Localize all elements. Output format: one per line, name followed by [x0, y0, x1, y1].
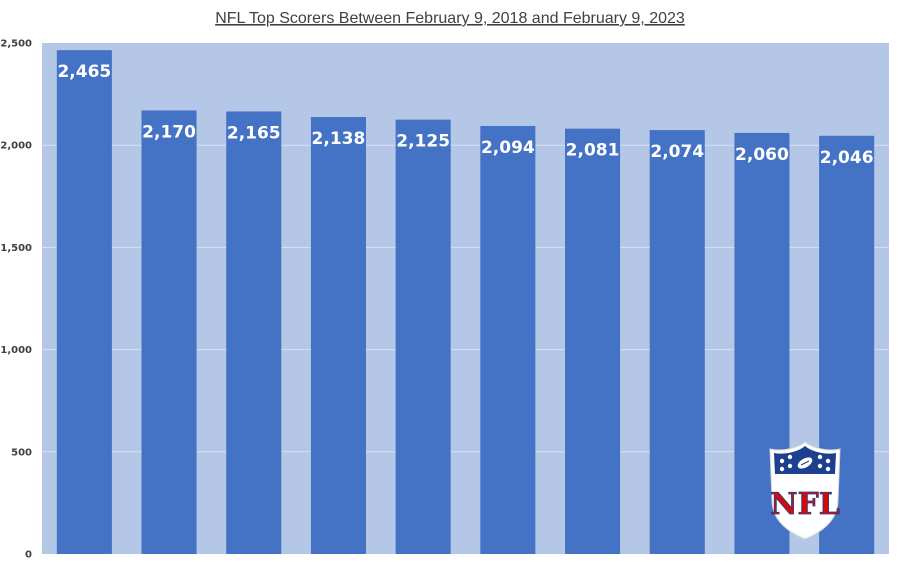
y-tick-label: 2,000: [0, 141, 32, 152]
y-tick-label: 0: [25, 550, 32, 561]
bar: [649, 130, 705, 554]
bar-data-label: 2,081: [566, 141, 620, 161]
bar: [565, 128, 621, 554]
bar-data-label: 2,060: [735, 145, 789, 165]
bar-data-label: 2,046: [820, 148, 874, 168]
y-tick-label: 1,000: [0, 345, 32, 356]
y-axis: 0 500 1,000 1,500 2,000 2,500: [0, 39, 32, 561]
data-labels: 2,465 2,170 2,165 2,138 2,125 2,094 2,081 2,074…: [57, 62, 873, 168]
bar: [395, 119, 451, 555]
bar-data-label: 2,074: [650, 142, 704, 162]
bars: [56, 50, 875, 555]
chart-title: NFL Top Scorers Between February 9, 2018…: [215, 10, 685, 27]
bar: [480, 125, 536, 555]
nfl-shield-logo-icon: NFL: [769, 441, 841, 540]
y-tick-label: 2,500: [0, 39, 32, 50]
bar-data-label: 2,165: [227, 123, 281, 143]
bar-data-label: 2,138: [312, 129, 366, 149]
bar: [141, 110, 197, 555]
bar-data-label: 2,094: [481, 138, 535, 158]
bar-data-label: 2,125: [396, 132, 450, 152]
bar-data-label: 2,465: [57, 62, 111, 82]
y-tick-label: 500: [11, 447, 32, 458]
bar-data-label: 2,170: [142, 122, 196, 142]
bar: [56, 50, 112, 555]
bar: [226, 111, 282, 554]
bar: [310, 116, 366, 554]
y-tick-label: 1,500: [0, 243, 32, 254]
nfl-logo-text: NFL: [770, 487, 840, 522]
